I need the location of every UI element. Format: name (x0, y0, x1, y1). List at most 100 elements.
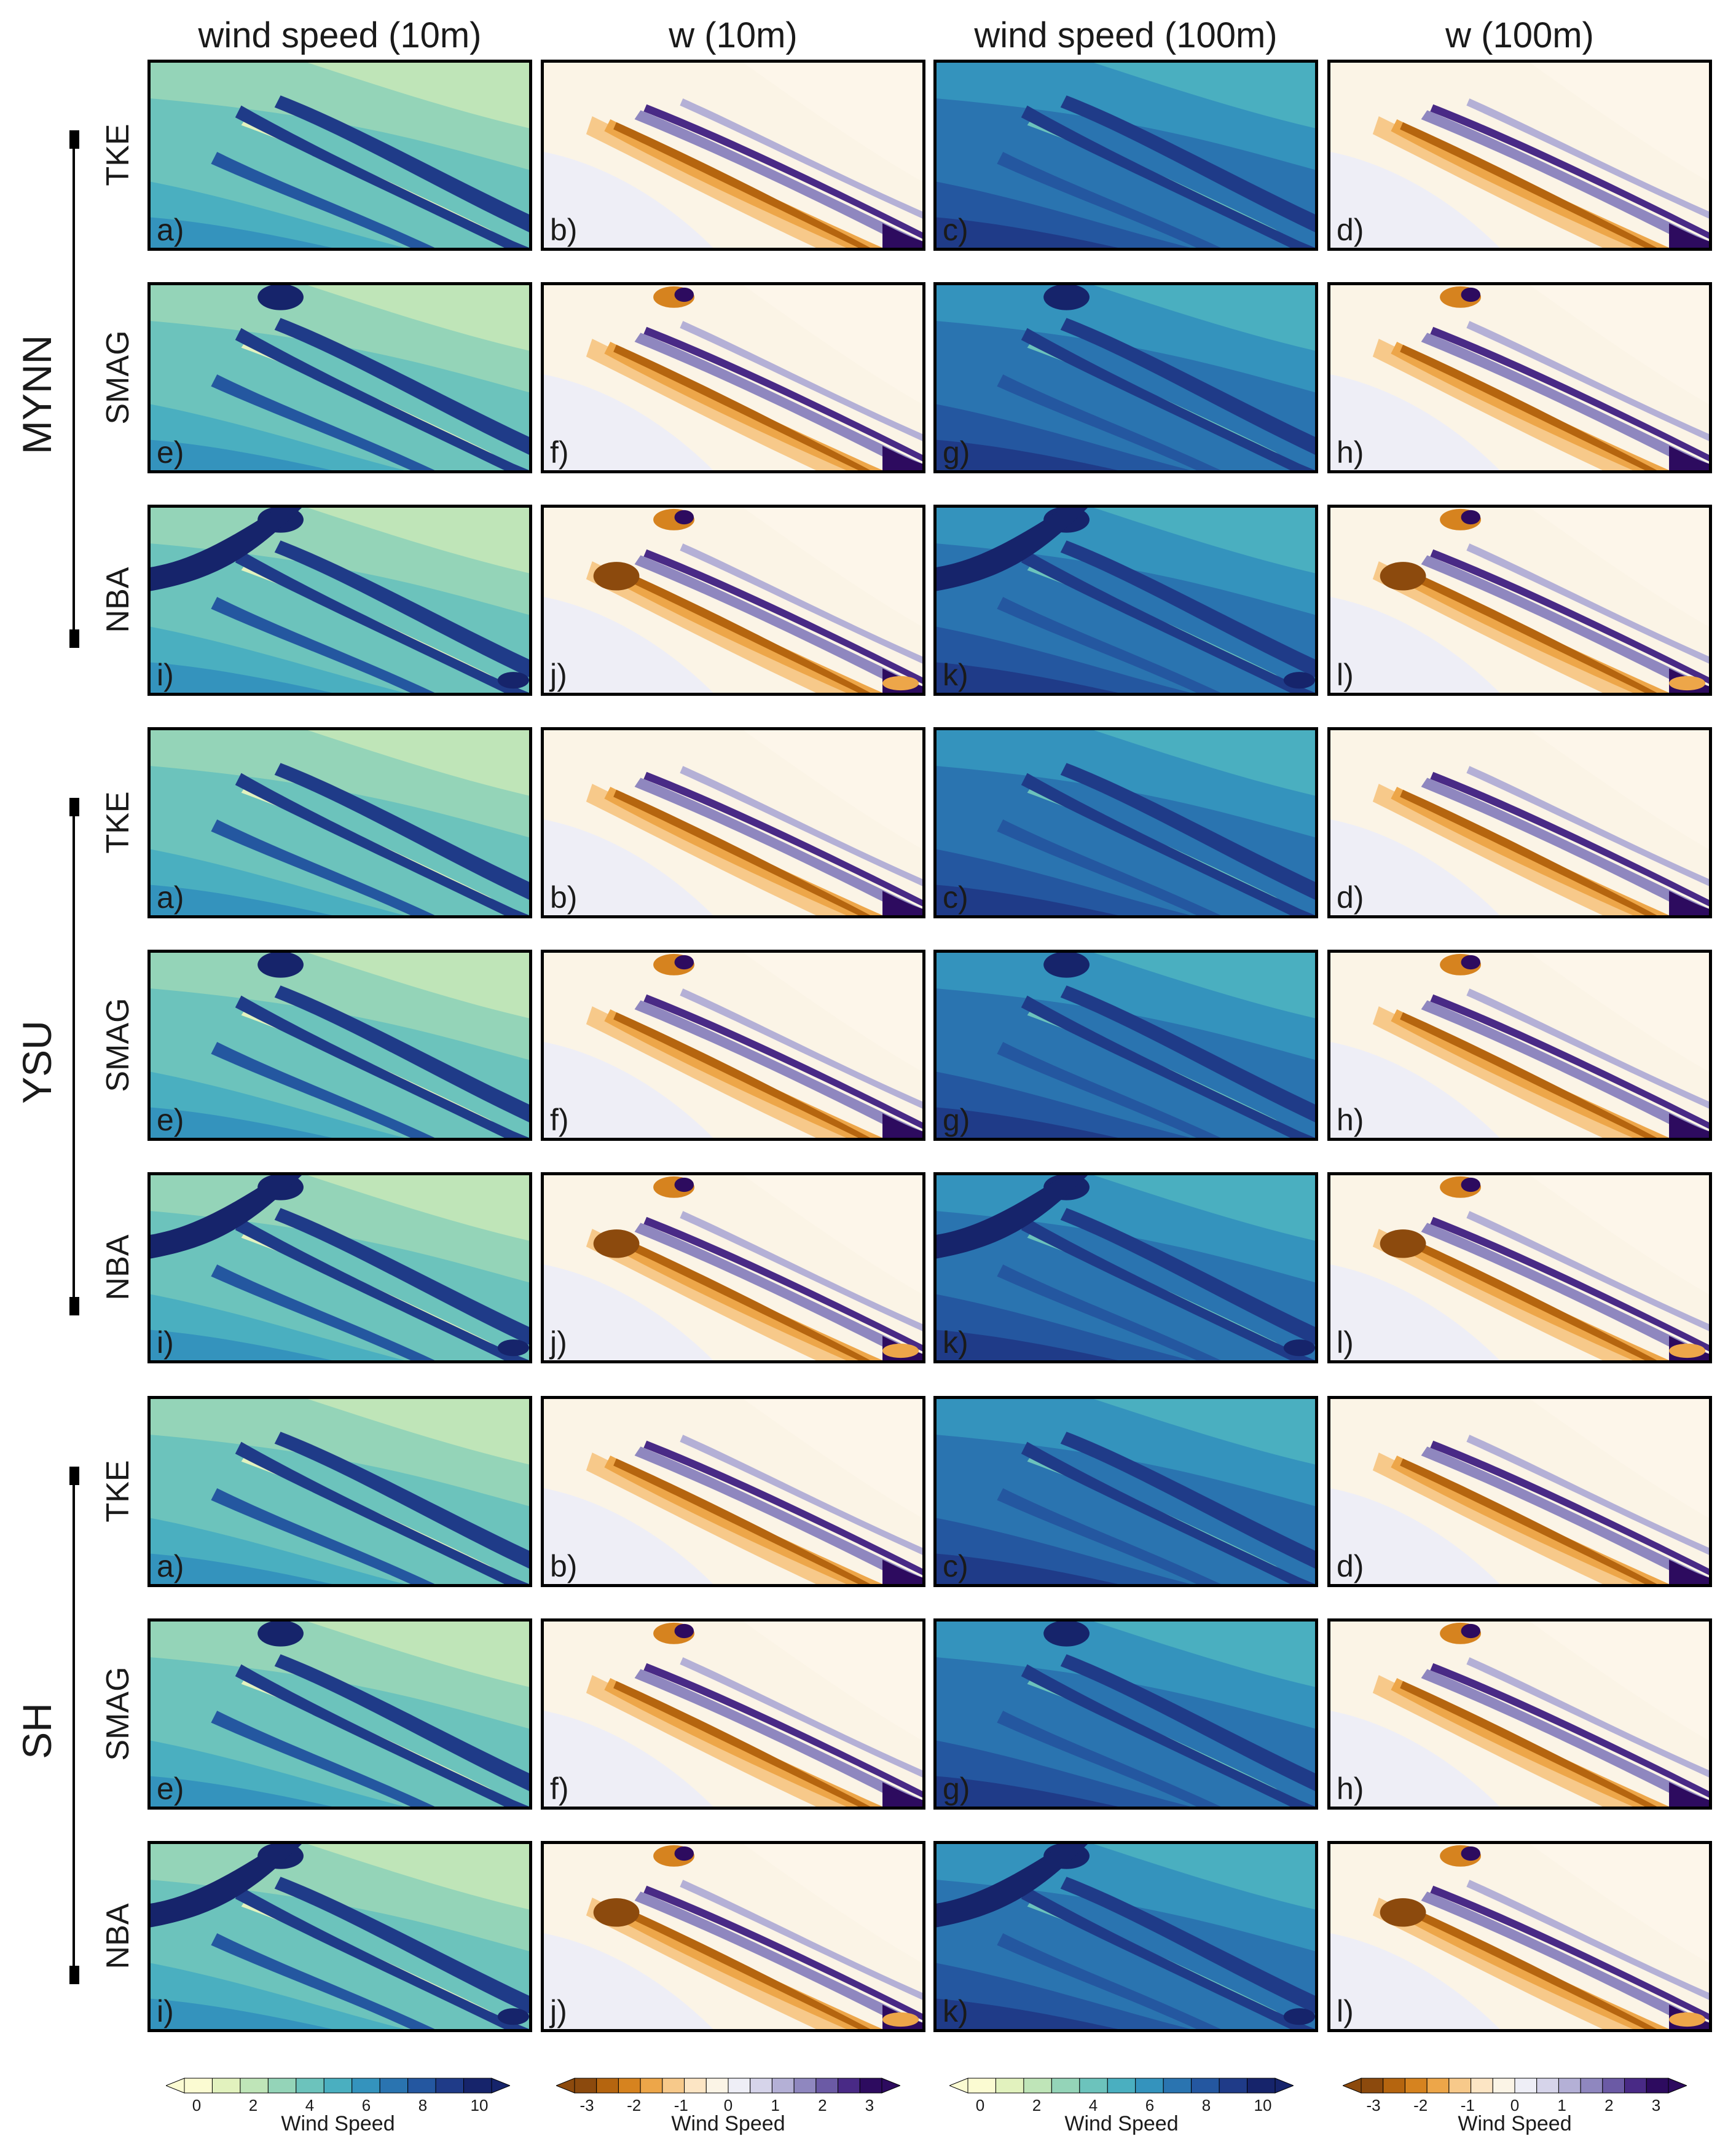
colorbar-tick-label: 1 (771, 2096, 780, 2114)
map-panel: a) (147, 1396, 532, 1587)
contour-field (151, 285, 529, 470)
colorbar: -3 -2 -1 0 1 2 3 Wind Speed (556, 2078, 900, 2135)
map-panel: k) (933, 1172, 1318, 1363)
colorbar-tick-label: 8 (418, 2096, 428, 2114)
colorbar-tick-label: 10 (1254, 2096, 1272, 2114)
row-label-smag: SMAG (100, 330, 136, 425)
map-panel: f) (541, 1618, 925, 1810)
panel-label: f) (550, 1771, 569, 1806)
map-panel: a) (147, 60, 532, 251)
contour-field (544, 730, 922, 915)
contour-field (151, 1399, 529, 1584)
colorbar-tick-label: 4 (305, 2096, 315, 2114)
map-panel: c) (933, 727, 1318, 918)
group-label-mynn: MYNN (14, 334, 60, 455)
panel-label: h) (1337, 435, 1364, 470)
group-bracket-tick (69, 798, 79, 816)
panel-label: a) (157, 880, 184, 915)
contour-field (151, 730, 529, 915)
colorbar-title: Wind Speed (1064, 2112, 1179, 2135)
panel-label: h) (1337, 1771, 1364, 1806)
group-bracket-tick (69, 1467, 79, 1485)
panel-label: g) (943, 1771, 970, 1806)
contour-field (544, 1175, 922, 1360)
colorbar-tick-label: -1 (674, 2096, 688, 2114)
panel-label: b) (550, 1549, 578, 1583)
map-panel: k) (933, 505, 1318, 696)
colorbar: 0 2 4 6 8 10 Wind Speed (166, 2078, 510, 2135)
panel-label: i) (157, 658, 174, 692)
map-panel: a) (147, 727, 532, 918)
contour-field (544, 1622, 922, 1807)
map-panel: j) (541, 505, 925, 696)
colorbar-tick-label: 3 (1651, 2096, 1661, 2114)
colorbar-tick-label: 3 (865, 2096, 874, 2114)
contour-field (937, 730, 1315, 915)
map-panel: l) (1327, 505, 1712, 696)
group-bracket-line (73, 1467, 75, 1984)
colorbar-scale (166, 2078, 510, 2094)
map-panel: c) (933, 60, 1318, 251)
row-label-smag: SMAG (100, 998, 136, 1092)
colorbar-title: Wind Speed (671, 2112, 785, 2135)
colorbar-tick-label: 6 (1145, 2096, 1155, 2114)
column-header: w (10m) (669, 15, 798, 55)
contour-field (544, 508, 922, 693)
colorbar-tick-label: -2 (627, 2096, 642, 2114)
panel-label: i) (157, 1994, 174, 2028)
panel-label: l) (1337, 658, 1354, 692)
contour-field (1330, 1844, 1709, 2029)
panel-label: f) (550, 1103, 569, 1137)
contour-field (544, 1844, 922, 2029)
colorbar-tick-label: 6 (361, 2096, 371, 2114)
colorbar-tick-label: 1 (1557, 2096, 1566, 2114)
colorbar-scale (556, 2078, 900, 2094)
colorbar-title: Wind Speed (1458, 2112, 1572, 2135)
contour-field (1330, 1399, 1709, 1584)
contour-field (1330, 508, 1709, 693)
panel-label: c) (943, 1549, 968, 1583)
group-bracket-line (73, 130, 75, 648)
contour-field (937, 285, 1315, 470)
map-panel: g) (933, 1618, 1318, 1810)
panel-label: f) (550, 435, 569, 470)
colorbar-tick-label: 2 (1604, 2096, 1614, 2114)
panel-label: a) (157, 1549, 184, 1583)
map-panel: d) (1327, 60, 1712, 251)
contour-field (544, 953, 922, 1138)
panel-label: d) (1337, 880, 1364, 915)
panel-label: b) (550, 880, 578, 915)
contour-field (937, 1844, 1315, 2029)
column-header: wind speed (100m) (974, 15, 1278, 55)
colorbar-tick-label: 8 (1201, 2096, 1211, 2114)
colorbar-tick-label: 2 (818, 2096, 827, 2114)
colorbar-scale (1343, 2078, 1687, 2094)
map-panel: h) (1327, 1618, 1712, 1810)
contour-field (937, 508, 1315, 693)
map-panel: d) (1327, 727, 1712, 918)
colorbar-tick-label: 0 (192, 2096, 202, 2114)
colorbar-title: Wind Speed (281, 2112, 395, 2135)
contour-field (1330, 953, 1709, 1138)
row-label-nba: NBA (100, 1903, 136, 1969)
contour-field (1330, 730, 1709, 915)
colorbar-scale (949, 2078, 1294, 2094)
map-panel: g) (933, 282, 1318, 473)
colorbar: -3 -2 -1 0 1 2 3 Wind Speed (1343, 2078, 1687, 2135)
map-panel: l) (1327, 1841, 1712, 2032)
map-panel: h) (1327, 282, 1712, 473)
contour-field (151, 1844, 529, 2029)
colorbar: 0 2 4 6 8 10 Wind Speed (949, 2078, 1294, 2135)
colorbar-tick-label: 4 (1088, 2096, 1098, 2114)
contour-field (1330, 1175, 1709, 1360)
group-bracket-tick (69, 1966, 79, 1984)
column-header: wind speed (10m) (198, 15, 482, 55)
panel-label: c) (943, 213, 968, 247)
map-panel: j) (541, 1841, 925, 2032)
group-bracket-tick (69, 629, 79, 648)
row-label-nba: NBA (100, 1234, 136, 1301)
colorbar-tick-label: 0 (975, 2096, 985, 2114)
contour-field (544, 63, 922, 248)
panel-label: d) (1337, 213, 1364, 247)
contour-field (937, 1399, 1315, 1584)
